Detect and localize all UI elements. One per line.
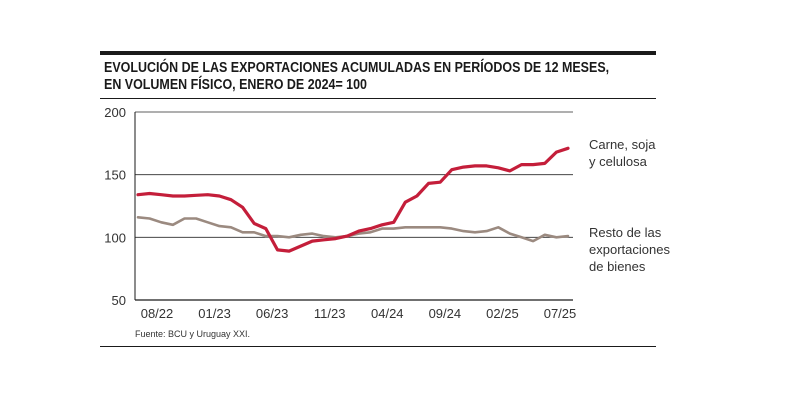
chart-title-line-1: EVOLUCIÓN DE LAS EXPORTACIONES ACUMULADA… bbox=[104, 60, 610, 76]
bottom-rule bbox=[100, 346, 656, 347]
x-tick-label: 02/25 bbox=[486, 306, 519, 321]
y-tick-label-100: 100 bbox=[104, 230, 126, 245]
y-tick-label-200: 200 bbox=[104, 105, 126, 120]
legend-label-carne-soja-celulosa: Carne, soja bbox=[589, 137, 656, 152]
source-note: Fuente: BCU y Uruguay XXI. bbox=[135, 329, 250, 339]
legend: Carne, soja y celulosa Resto de las exporta… bbox=[589, 137, 670, 274]
chart-title: EVOLUCIÓN DE LAS EXPORTACIONES ACUMULADA… bbox=[104, 60, 610, 94]
legend-label-carne-soja-celulosa: y celulosa bbox=[589, 154, 648, 169]
legend-label-resto-exportaciones: Resto de las bbox=[589, 225, 662, 240]
top-rule bbox=[100, 51, 656, 55]
x-tick-label: 11/23 bbox=[314, 306, 346, 321]
x-tick-label: 04/24 bbox=[371, 306, 404, 321]
x-tick-label: 08/22 bbox=[141, 306, 174, 321]
title-rule bbox=[100, 98, 656, 99]
y-axis: 50 100 150 200 bbox=[104, 105, 126, 308]
x-tick-label: 06/23 bbox=[256, 306, 289, 321]
y-tick-label-150: 150 bbox=[104, 168, 126, 183]
legend-label-resto-exportaciones: de bienes bbox=[589, 259, 646, 274]
chart-title-line-2: EN VOLUMEN FÍSICO, ENERO DE 2024= 100 bbox=[104, 77, 367, 93]
y-tick-label-50: 50 bbox=[112, 293, 126, 308]
series-layer bbox=[136, 146, 570, 253]
x-axis: 08/22 01/23 06/23 11/23 04/24 09/24 02/25 07/25 bbox=[141, 306, 577, 321]
series-line-carne-soja-celulosa bbox=[136, 146, 570, 253]
x-tick-label: 07/25 bbox=[544, 306, 577, 321]
grid-layer bbox=[134, 111, 573, 301]
x-tick-label: 09/24 bbox=[429, 306, 462, 321]
legend-label-resto-exportaciones: exportaciones bbox=[589, 242, 670, 257]
x-tick-label: 01/23 bbox=[198, 306, 231, 321]
